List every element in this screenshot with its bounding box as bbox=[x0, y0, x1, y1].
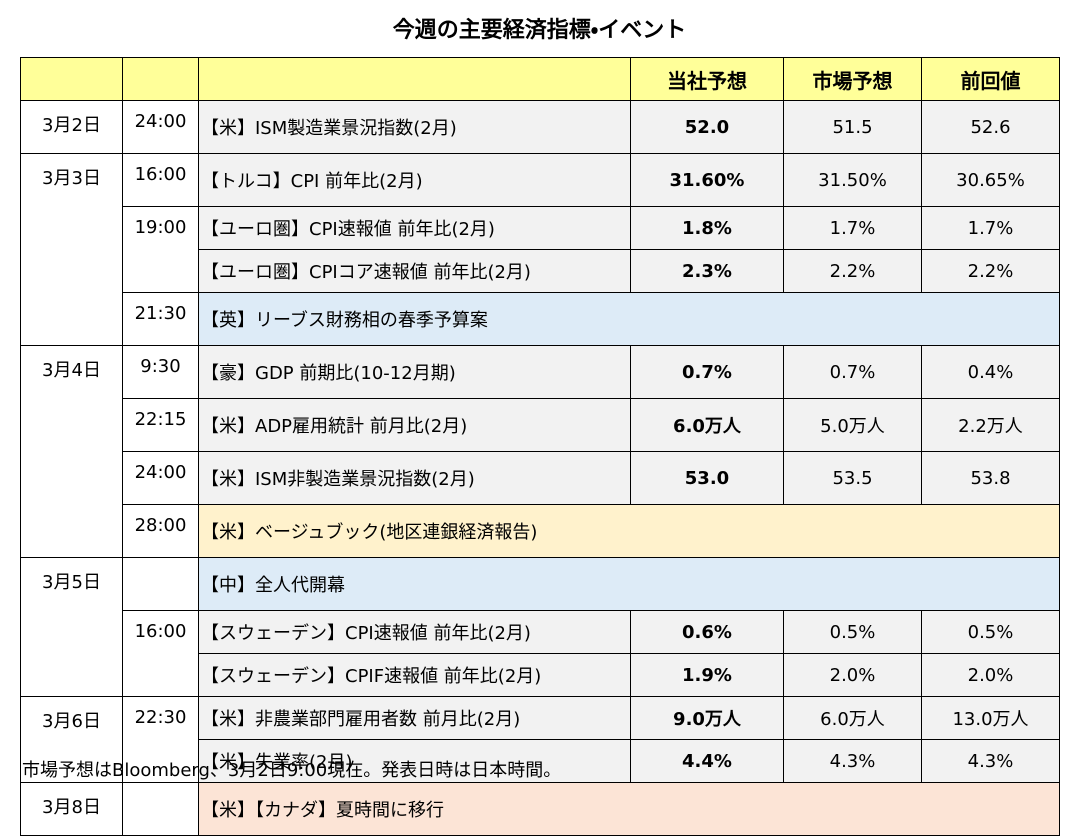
page: 今週の主要経済指標・イベント 当社予想 市場予想 前回値 3月2日 24:00 【米】I… bbox=[20, 18, 1060, 836]
value-cell: 52.0 bbox=[630, 100, 784, 154]
value-cell: 0.5% bbox=[921, 610, 1060, 654]
value-cell: 0.4% bbox=[921, 345, 1060, 399]
table-row: 3月4日 9:30 【豪】GDP 前期比(10-12月期) 0.7% 0.7% 0.4% bbox=[20, 345, 1060, 558]
table-row: 【米】失業率(2月) 4.4% 4.3% 4.3% bbox=[21, 739, 1060, 783]
event-cell: 【米】ISM製造業景況指数(2月) bbox=[198, 100, 631, 154]
value-cell: 1.7% bbox=[783, 206, 922, 250]
value-cell: 6.0万人 bbox=[783, 696, 922, 740]
time-cell: 22:15 bbox=[122, 398, 199, 452]
event-cell: 【英】リーブス財務相の春季予算案 bbox=[198, 292, 1060, 346]
value-cell: 2.0% bbox=[783, 653, 922, 697]
table-row: 3月6日 22:30 【米】非農業部門雇用者数 前月比(2月) 9.0万人 6.0万人 1… bbox=[20, 696, 1060, 783]
time-cell: 16:00 bbox=[122, 610, 199, 697]
time-cell: 9:30 bbox=[122, 345, 199, 399]
value-cell: 2.0% bbox=[921, 653, 1060, 697]
event-cell: 【スウェーデン】CPI速報値 前年比(2月) bbox=[198, 610, 631, 654]
event-cell: 【米】ISM非製造業景況指数(2月) bbox=[198, 451, 631, 505]
time-cell: 21:30 bbox=[122, 292, 199, 346]
value-cell: 2.2万人 bbox=[921, 398, 1060, 452]
date-cell: 3月8日 bbox=[20, 782, 123, 836]
value-cell: 4.3% bbox=[783, 739, 922, 783]
value-cell: 30.65% bbox=[921, 153, 1060, 207]
value-cell: 31.60% bbox=[630, 153, 784, 207]
value-cell: 4.3% bbox=[921, 739, 1060, 783]
table-row: 【スウェーデン】CPIF速報値 前年比(2月) 1.9% 2.0% 2.0% bbox=[21, 653, 1060, 697]
value-cell: 0.7% bbox=[783, 345, 922, 399]
header-cell: 市場予想 bbox=[783, 57, 922, 101]
event-cell: 【米】非農業部門雇用者数 前月比(2月) bbox=[198, 696, 631, 740]
event-cell: 【トルコ】CPI 前年比(2月) bbox=[198, 153, 631, 207]
value-cell: 1.7% bbox=[921, 206, 1060, 250]
header-cell: 前回値 bbox=[921, 57, 1060, 101]
header-cell bbox=[20, 57, 123, 101]
event-cell: 【中】全人代開幕 bbox=[198, 557, 1060, 611]
event-cell: 【米】【カナダ】夏時間に移行 bbox=[198, 782, 1060, 836]
event-cell: 【スウェーデン】CPIF速報値 前年比(2月) bbox=[198, 653, 631, 697]
value-cell: 0.7% bbox=[630, 345, 784, 399]
value-cell: 53.0 bbox=[630, 451, 784, 505]
time-cell bbox=[122, 782, 199, 836]
date-cell: 3月6日 bbox=[20, 696, 123, 783]
event-cell: 【豪】GDP 前期比(10-12月期) bbox=[198, 345, 631, 399]
table-row: 24:00 【米】ISM非製造業景況指数(2月) 53.0 53.5 53.8 bbox=[21, 451, 1060, 505]
header-cell bbox=[198, 57, 631, 101]
time-cell: 22:30 bbox=[122, 696, 199, 783]
value-cell: 53.8 bbox=[921, 451, 1060, 505]
event-cell: 【ユーロ圏】CPIコア速報値 前年比(2月) bbox=[198, 249, 631, 293]
table-row: 3月5日 【中】全人代開幕 bbox=[20, 557, 1060, 697]
value-cell: 0.6% bbox=[630, 610, 784, 654]
value-cell: 4.4% bbox=[630, 739, 784, 783]
date-cell: 3月4日 bbox=[20, 345, 123, 558]
value-cell: 9.0万人 bbox=[630, 696, 784, 740]
header-cell: 当社予想 bbox=[630, 57, 784, 101]
value-cell: 51.5 bbox=[783, 100, 922, 154]
value-cell: 6.0万人 bbox=[630, 398, 784, 452]
time-cell: 16:00 bbox=[122, 153, 199, 207]
value-cell: 5.0万人 bbox=[783, 398, 922, 452]
value-cell: 53.5 bbox=[783, 451, 922, 505]
time-cell bbox=[122, 557, 199, 611]
footnote: 市場予想はBloomberg、3月2日9:00現在。発表日時は日本時間。 bbox=[22, 760, 562, 781]
time-cell: 28:00 bbox=[122, 504, 199, 558]
value-cell: 2.3% bbox=[630, 249, 784, 293]
title: 今週の主要経済指標・イベント bbox=[392, 18, 687, 43]
time-cell: 24:00 bbox=[122, 100, 199, 154]
value-cell: 1.9% bbox=[630, 653, 784, 697]
table-row: 19:00 【ユーロ圏】CPI速報値 前年比(2月) 1.8% 1.7% 1.7% bbox=[21, 206, 1060, 293]
event-cell: 【ユーロ圏】CPI速報値 前年比(2月) bbox=[198, 206, 631, 250]
event-cell: 【米】失業率(2月) bbox=[198, 739, 631, 783]
table-body: 3月2日 24:00 【米】ISM製造業景況指数(2月) 52.0 51.5 52.6 3月… bbox=[20, 100, 1060, 836]
table-row: 3月3日 16:00 【トルコ】CPI 前年比(2月) 31.60% 31.50% 30.… bbox=[20, 153, 1060, 346]
date-cell: 3月5日 bbox=[20, 557, 123, 697]
table-row: 22:15 【米】ADP雇用統計 前月比(2月) 6.0万人 5.0万人 2.2万人 bbox=[21, 398, 1060, 452]
event-cell: 【米】ADP雇用統計 前月比(2月) bbox=[198, 398, 631, 452]
indicator-table: 当社予想 市場予想 前回値 3月2日 24:00 【米】ISM製造業景況指数(2月) 52… bbox=[20, 57, 1060, 836]
header-row: 当社予想 市場予想 前回値 bbox=[20, 57, 1060, 101]
date-cell: 3月2日 bbox=[20, 100, 123, 154]
table-row: 16:00 【スウェーデン】CPI速報値 前年比(2月) 0.6% 0.5% 0.5% bbox=[21, 610, 1060, 697]
date-cell: 3月3日 bbox=[20, 153, 123, 346]
value-cell: 52.6 bbox=[921, 100, 1060, 154]
value-cell: 1.8% bbox=[630, 206, 784, 250]
value-cell: 13.0万人 bbox=[921, 696, 1060, 740]
time-cell: 19:00 bbox=[122, 206, 199, 293]
event-cell: 【米】ベージュブック(地区連銀経済報告) bbox=[198, 504, 1060, 558]
time-cell: 24:00 bbox=[122, 451, 199, 505]
table-row: 28:00 【米】ベージュブック(地区連銀経済報告) bbox=[21, 504, 1060, 558]
table-row: 3月2日 24:00 【米】ISM製造業景況指数(2月) 52.0 51.5 52.6 bbox=[20, 100, 1060, 154]
value-cell: 0.5% bbox=[783, 610, 922, 654]
value-cell: 2.2% bbox=[783, 249, 922, 293]
table-row: 3月8日 【米】【カナダ】夏時間に移行 bbox=[20, 782, 1060, 836]
header-cell bbox=[122, 57, 199, 101]
value-cell: 2.2% bbox=[921, 249, 1060, 293]
table-row: 【ユーロ圏】CPIコア速報値 前年比(2月) 2.3% 2.2% 2.2% bbox=[21, 249, 1060, 293]
value-cell: 31.50% bbox=[783, 153, 922, 207]
table-row: 21:30 【英】リーブス財務相の春季予算案 bbox=[21, 292, 1060, 346]
